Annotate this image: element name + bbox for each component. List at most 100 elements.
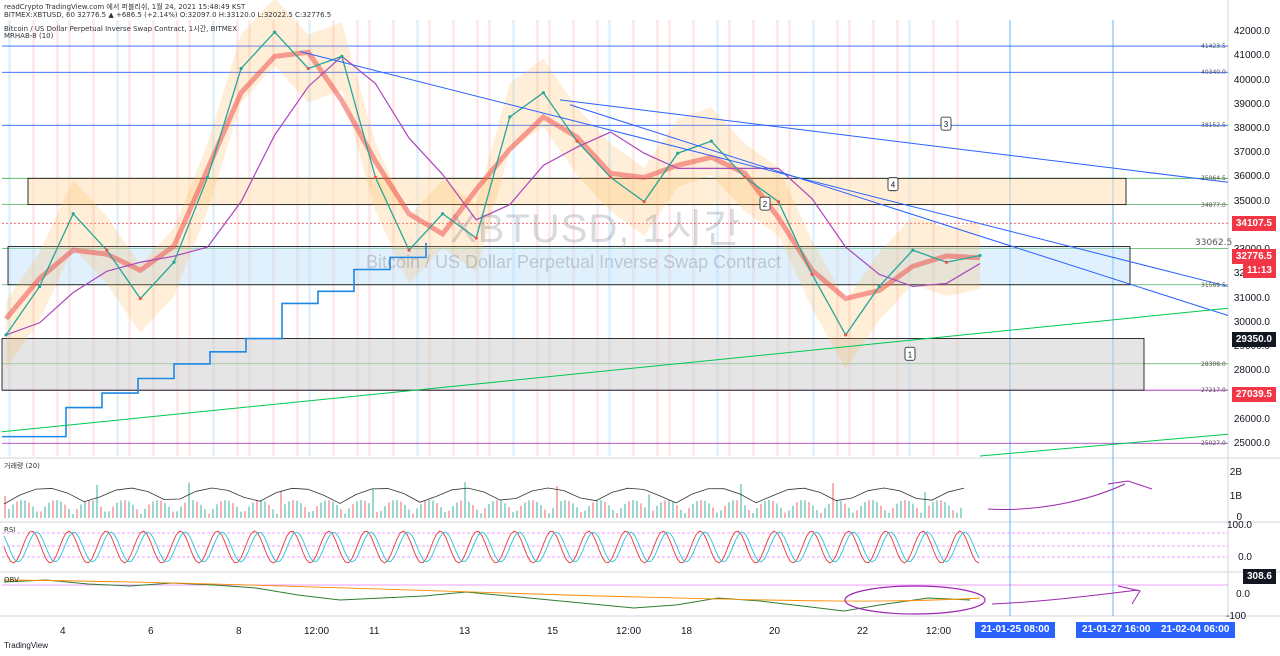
volume-bar — [872, 500, 874, 518]
volume-bar — [880, 505, 882, 518]
level-label: 34877.0 — [1201, 201, 1226, 209]
volume-bar — [676, 505, 678, 518]
volume-bar — [324, 500, 326, 518]
time-tag: 21-02-04 06:00 — [1155, 622, 1236, 638]
x-tick-label: 6 — [148, 626, 154, 637]
volume-bar — [20, 500, 22, 518]
volume-bar — [808, 502, 810, 518]
volume-bar — [948, 505, 950, 518]
volume-bar — [460, 500, 462, 518]
session-stripe — [512, 20, 515, 456]
level-label: 31569.5 — [1201, 281, 1226, 289]
price-point — [71, 212, 75, 216]
volume-tick: 2B — [1229, 467, 1242, 478]
volume-bar — [28, 502, 30, 518]
level-label: 27217.0 — [1201, 387, 1226, 395]
price-tag: 32776.5 — [1231, 248, 1276, 264]
session-stripe — [452, 20, 455, 456]
price-tag: 29350.0 — [1231, 331, 1276, 347]
volume-bar — [308, 511, 310, 518]
volume-bar — [412, 513, 414, 518]
volume-bar — [204, 509, 206, 518]
x-tick-label: 12:00 — [926, 626, 952, 637]
oscillator-pane-name: RSI — [4, 526, 16, 534]
volume-bar — [332, 501, 334, 518]
volume-bar — [608, 505, 610, 518]
y-tick-label: 42000.0 — [1233, 26, 1270, 38]
volume-bar — [852, 512, 854, 518]
volume-bar — [280, 490, 282, 518]
trendline-3 — [559, 99, 1229, 183]
volume-bar — [172, 511, 174, 518]
volume-bar — [748, 509, 750, 518]
volume-bar — [696, 501, 698, 518]
trendline-main — [299, 51, 1229, 287]
session-stripe — [956, 20, 959, 456]
volume-bar — [908, 500, 910, 518]
price-point — [205, 175, 210, 180]
volume-bar — [576, 507, 578, 518]
volatility-band — [6, 0, 980, 369]
volume-bar — [684, 513, 686, 518]
volume-bar — [292, 500, 294, 518]
volume-bar — [348, 508, 350, 518]
volume-bar — [272, 509, 274, 518]
volume-bar — [144, 508, 146, 518]
price-point — [911, 248, 915, 252]
volume-bar — [336, 504, 338, 518]
volume-bar — [492, 501, 494, 518]
volume-bar — [64, 504, 66, 518]
session-stripe — [32, 20, 35, 456]
volume-bar — [392, 500, 394, 518]
volume-bar — [408, 509, 410, 518]
volume-bar — [404, 504, 406, 518]
volume-bar — [300, 503, 302, 518]
volume-bar — [156, 500, 158, 518]
level-label: 40340.0 — [1201, 69, 1226, 77]
volume-bar — [380, 510, 382, 518]
volume-bar — [824, 507, 826, 518]
y-tick-label: 25000.0 — [1233, 437, 1270, 449]
volume-bar — [368, 503, 370, 518]
volume-bar — [796, 502, 798, 518]
volume-bar — [884, 510, 886, 518]
volume-bar — [912, 503, 914, 518]
callout-box — [759, 196, 771, 211]
volume-pane-name: 거래량 (20) — [4, 462, 40, 470]
volume-bar — [744, 505, 746, 518]
volume-bar — [340, 509, 342, 518]
volume-bar — [400, 501, 402, 518]
volume-bar — [260, 500, 262, 518]
volume-bar — [56, 500, 58, 518]
volume-bar — [424, 501, 426, 518]
green-support-line-2 — [979, 433, 1229, 457]
volume-bar — [864, 502, 866, 518]
volume-bar — [352, 504, 354, 518]
x-tick-label: 12:00 — [304, 626, 330, 637]
session-stripe — [332, 20, 335, 456]
session-stripe — [752, 20, 755, 456]
volume-bar — [116, 502, 118, 518]
session-stripe — [596, 20, 599, 456]
volume-bar — [472, 505, 474, 518]
volume-bar — [648, 494, 650, 518]
volume-bar — [728, 502, 730, 518]
volume-bar — [736, 500, 738, 518]
volume-bar — [100, 506, 102, 518]
volume-bar — [416, 508, 418, 518]
volume-bar — [440, 507, 442, 518]
volume-bar — [252, 502, 254, 518]
volume-bar — [436, 503, 438, 518]
volume-bar — [584, 510, 586, 518]
volume-bar — [24, 500, 26, 518]
volume-bar — [84, 501, 86, 518]
time-tag: 21-01-27 16:00 — [1076, 622, 1157, 638]
price-point — [105, 248, 109, 252]
volume-bar — [212, 508, 214, 518]
x-tick-label: 15 — [547, 626, 559, 637]
volume-bar — [88, 500, 90, 518]
price-point — [575, 139, 579, 143]
volume-bar — [12, 504, 14, 518]
volume-bar — [544, 509, 546, 518]
